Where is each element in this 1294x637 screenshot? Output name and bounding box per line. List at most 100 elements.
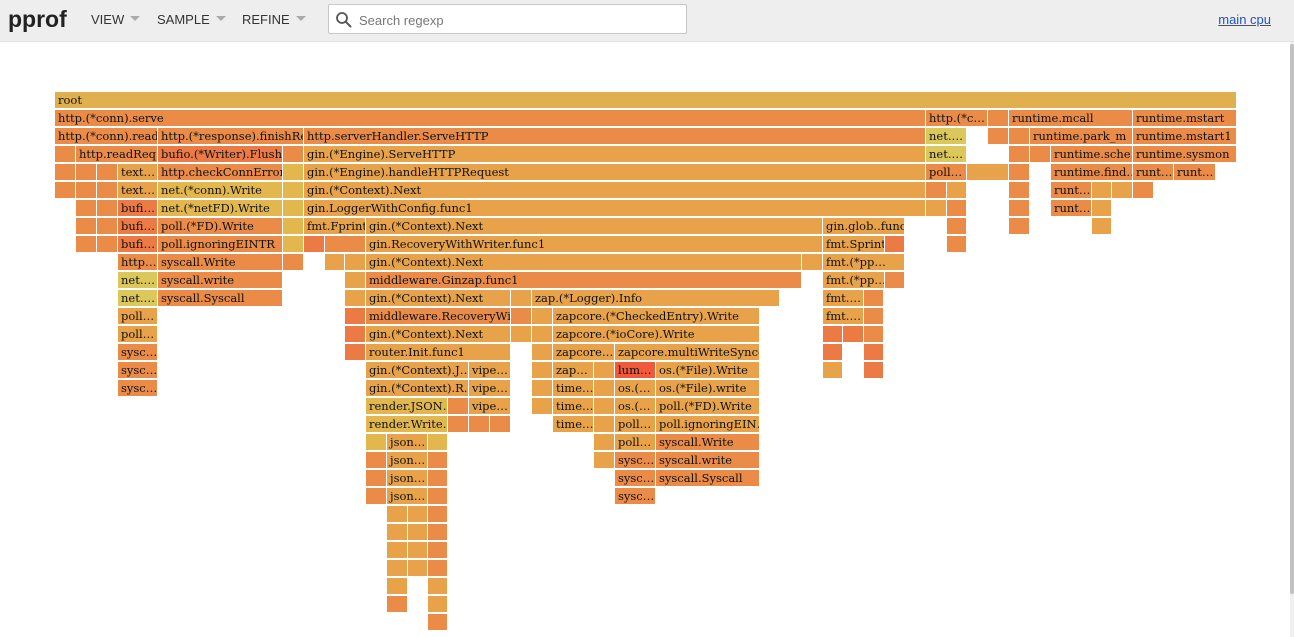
flame-frame[interactable] — [387, 542, 408, 559]
flame-frame[interactable] — [532, 362, 553, 379]
flame-frame[interactable] — [97, 200, 118, 217]
flame-frame[interactable] — [387, 596, 408, 613]
flame-frame[interactable]: sysc… — [615, 488, 656, 505]
flame-frame[interactable] — [428, 470, 448, 487]
flame-frame[interactable]: runt… — [1051, 200, 1092, 217]
flame-frame[interactable]: zapcore.multiWriteSyncer… — [615, 344, 760, 361]
flame-frame[interactable] — [428, 560, 448, 577]
flame-frame[interactable]: net.(*conn).Write — [158, 182, 283, 199]
flame-frame[interactable] — [1009, 164, 1030, 181]
flame-frame[interactable]: vipe… — [469, 398, 511, 415]
flame-frame[interactable] — [448, 398, 469, 415]
flame-frame[interactable] — [885, 272, 905, 289]
flame-frame[interactable] — [1092, 200, 1112, 217]
flame-frame[interactable]: fmt.(*pp… — [823, 272, 885, 289]
flame-frame[interactable]: runtime.mcall — [1009, 110, 1133, 127]
flame-frame[interactable] — [594, 380, 615, 397]
flame-frame[interactable] — [366, 434, 387, 451]
flame-frame[interactable] — [76, 182, 97, 199]
flame-frame[interactable] — [1092, 218, 1112, 235]
flame-frame[interactable] — [967, 164, 1009, 181]
flame-frame[interactable] — [448, 416, 469, 433]
flame-frame[interactable] — [926, 200, 947, 217]
flame-frame[interactable]: sysc… — [615, 452, 656, 469]
flame-frame[interactable] — [428, 614, 448, 631]
flame-frame[interactable] — [325, 236, 366, 253]
flame-frame[interactable]: os.(… — [615, 380, 656, 397]
flame-frame[interactable] — [76, 218, 97, 235]
flame-frame[interactable]: fmt.… — [823, 290, 864, 307]
flame-frame[interactable] — [366, 452, 387, 469]
refine-menu[interactable]: REFINE — [242, 12, 306, 27]
flame-frame[interactable]: poll.ignoringEIN… — [656, 416, 760, 433]
flame-frame[interactable]: bufi… — [118, 200, 158, 217]
flame-frame[interactable]: gin.RecoveryWithWriter.func1 — [366, 236, 823, 253]
flame-frame[interactable] — [823, 344, 843, 361]
flame-frame[interactable] — [594, 452, 615, 469]
flame-frame[interactable] — [988, 128, 1009, 145]
flame-frame[interactable]: sysc… — [118, 362, 158, 379]
flame-frame[interactable]: gin.(*Engine).ServeHTTP — [304, 146, 926, 163]
flame-frame[interactable]: syscall.Write — [158, 254, 283, 271]
flame-frame[interactable] — [428, 506, 448, 523]
flame-frame[interactable] — [1112, 182, 1133, 199]
flame-frame[interactable] — [947, 182, 967, 199]
flame-frame[interactable] — [97, 182, 118, 199]
flame-frame[interactable] — [823, 362, 843, 379]
flame-frame[interactable] — [1009, 146, 1030, 163]
flame-frame[interactable]: zapcore.… — [553, 344, 615, 361]
flame-frame[interactable]: syscall.write — [656, 452, 760, 469]
flame-frame[interactable]: gin.(*Context).J… — [366, 362, 469, 379]
flame-frame[interactable]: syscall.Write — [656, 434, 760, 451]
flame-frame[interactable] — [76, 200, 97, 217]
flame-frame[interactable]: json… — [387, 452, 428, 469]
flame-frame[interactable] — [76, 164, 97, 181]
flame-frame[interactable]: gin.(*Context).Next — [304, 182, 926, 199]
flame-frame[interactable] — [428, 542, 448, 559]
flame-frame[interactable]: zapcore.(*CheckedEntry).Write — [553, 308, 760, 325]
flame-frame[interactable] — [283, 182, 304, 199]
flame-frame[interactable]: net.(*netFD).Write — [158, 200, 283, 217]
flame-frame[interactable]: zap.(*Logger).Info — [532, 290, 780, 307]
flame-frame[interactable] — [802, 254, 823, 271]
flame-frame[interactable] — [387, 560, 408, 577]
flame-frame[interactable] — [428, 434, 448, 451]
flame-frame[interactable] — [947, 200, 967, 217]
flame-frame[interactable]: gin.glob..func1 — [823, 218, 905, 235]
flame-frame[interactable] — [864, 344, 884, 361]
flame-frame[interactable] — [55, 164, 76, 181]
flame-frame[interactable]: middleware.Ginzap.func1 — [366, 272, 802, 289]
flame-frame[interactable]: http.(*c… — [926, 110, 988, 127]
flame-frame[interactable] — [469, 416, 490, 433]
flame-frame[interactable] — [1009, 182, 1030, 199]
flame-frame[interactable] — [76, 236, 97, 253]
flame-frame[interactable] — [283, 200, 304, 217]
flame-frame[interactable] — [55, 146, 76, 163]
flame-frame[interactable]: middleware.RecoveryWit… — [366, 308, 511, 325]
flame-frame[interactable] — [490, 416, 511, 433]
flame-frame[interactable]: poll… — [615, 434, 656, 451]
flame-frame[interactable]: vipe… — [469, 362, 511, 379]
flame-frame[interactable] — [532, 380, 553, 397]
flame-frame[interactable] — [55, 182, 76, 199]
search-input[interactable] — [357, 9, 681, 31]
flame-frame[interactable] — [511, 290, 532, 307]
flame-frame[interactable]: poll.ignoringEINTR — [158, 236, 283, 253]
flame-frame[interactable]: fmt.(*pp… — [823, 254, 905, 271]
flame-frame[interactable] — [283, 254, 304, 271]
flame-frame[interactable]: fmt.… — [823, 308, 864, 325]
flame-frame[interactable] — [947, 236, 967, 253]
flame-frame[interactable] — [594, 362, 615, 379]
flame-frame[interactable]: poll… — [615, 416, 656, 433]
flame-frame[interactable] — [885, 236, 905, 253]
search-box[interactable] — [328, 4, 687, 34]
flame-frame[interactable]: gin.(*Context).Next — [366, 290, 511, 307]
flame-frame[interactable] — [864, 362, 884, 379]
flame-frame[interactable]: os.(*File).write — [656, 380, 760, 397]
flame-frame[interactable]: runtime.find… — [1051, 164, 1133, 181]
flame-frame[interactable] — [532, 344, 553, 361]
flame-frame[interactable] — [1009, 128, 1030, 145]
flame-frame[interactable] — [283, 164, 304, 181]
view-menu[interactable]: VIEW — [91, 12, 141, 27]
profile-link[interactable]: main cpu — [1218, 12, 1271, 27]
